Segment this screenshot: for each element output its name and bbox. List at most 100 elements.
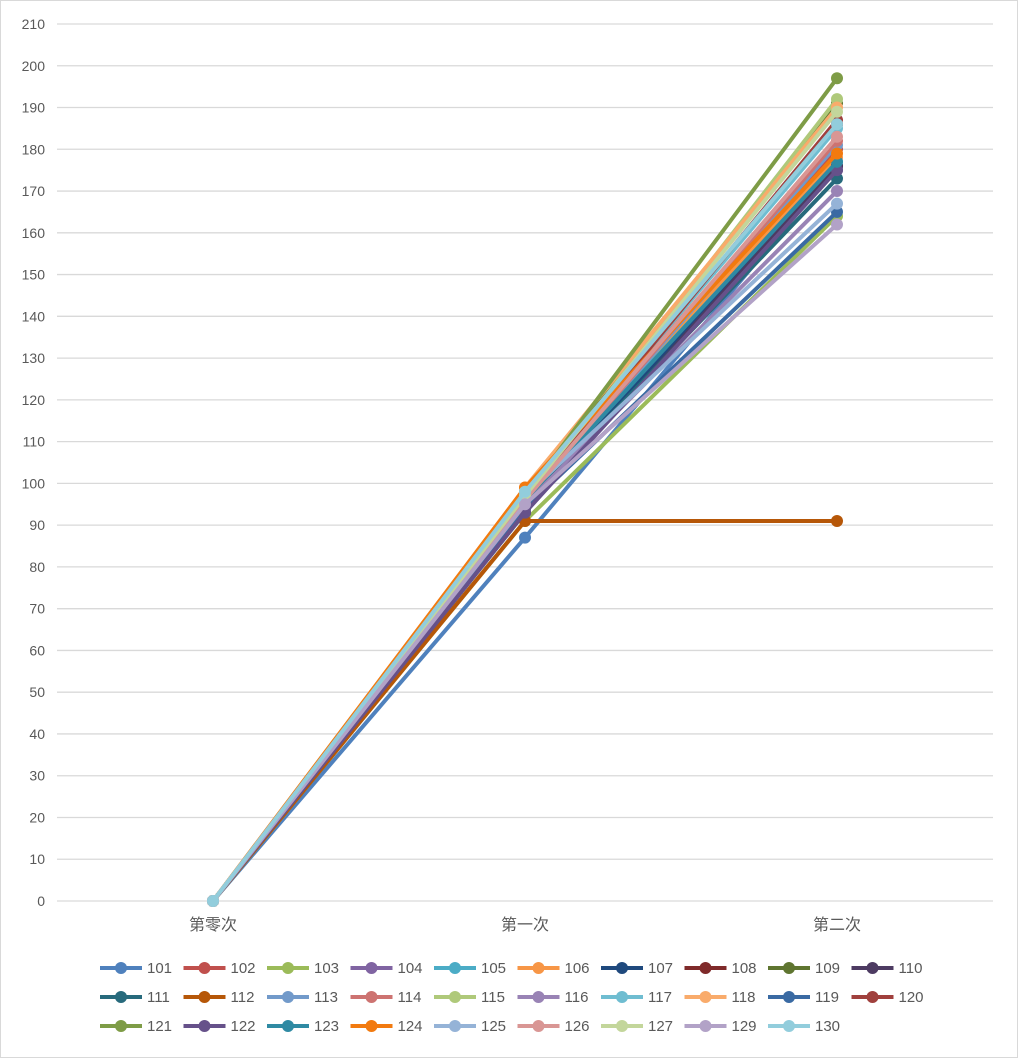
data-point [831, 197, 843, 210]
legend-marker [198, 962, 211, 974]
legend-marker [616, 991, 628, 1003]
legend-label: 126 [565, 1018, 590, 1035]
legend-item: 117 [601, 989, 672, 1006]
y-tick-label: 70 [29, 601, 45, 617]
legend-item: 101 [100, 960, 172, 977]
legend-label: 121 [147, 1018, 172, 1035]
legend-label: 110 [899, 960, 923, 977]
legend-label: 115 [481, 989, 505, 1006]
legend-label: 106 [565, 960, 590, 977]
legend-label: 111 [147, 989, 170, 1006]
y-tick-label: 0 [37, 893, 45, 909]
data-point [519, 498, 531, 511]
legend-item: 129 [684, 1018, 757, 1035]
series-119 [207, 205, 843, 907]
legend-label: 123 [314, 1018, 339, 1035]
data-point [831, 72, 843, 85]
y-tick-label: 190 [22, 100, 46, 116]
y-tick-label: 210 [22, 16, 46, 32]
legend-marker [115, 962, 127, 974]
legend-item: 130 [768, 1018, 840, 1035]
legend-item: 127 [601, 1018, 673, 1035]
legend-label: 118 [732, 989, 756, 1006]
data-point [831, 147, 843, 160]
legend-marker [449, 991, 461, 1003]
legend-label: 129 [732, 1018, 757, 1035]
data-point [831, 218, 843, 231]
series-103 [207, 210, 843, 907]
y-tick-label: 130 [22, 350, 46, 366]
data-point [831, 185, 843, 198]
legend-item: 107 [601, 960, 673, 977]
legend-label: 112 [231, 989, 255, 1006]
x-axis-ticks: 第零次 第一次 第二次 [189, 915, 861, 934]
legend-marker [198, 1020, 211, 1032]
series-129 [207, 218, 843, 907]
legend-item: 123 [267, 1018, 339, 1035]
legend-item: 124 [350, 1018, 423, 1035]
legend-item: 106 [517, 960, 590, 977]
legend: 101 102 103 104 105 106 107 108 109 110 111 112 113 1… [100, 960, 924, 1035]
data-point [207, 895, 219, 907]
legend-item: 119 [768, 989, 839, 1006]
legend-label: 117 [648, 989, 672, 1006]
legend-marker [616, 1020, 628, 1032]
legend-marker [115, 991, 127, 1003]
y-tick-label: 160 [22, 225, 46, 241]
legend-label: 103 [314, 960, 339, 977]
legend-label: 101 [147, 960, 172, 977]
y-tick-label: 10 [29, 851, 45, 867]
legend-label: 122 [231, 1018, 256, 1035]
legend-marker [699, 962, 712, 974]
legend-marker [365, 962, 378, 974]
y-tick-label: 180 [22, 141, 46, 157]
legend-marker [866, 962, 879, 974]
series-112 [207, 514, 843, 907]
legend-marker [532, 991, 545, 1003]
legend-item: 125 [434, 1018, 506, 1035]
legend-label: 114 [398, 989, 422, 1006]
y-tick-label: 50 [29, 684, 45, 700]
y-tick-label: 40 [29, 726, 45, 742]
legend-label: 102 [231, 960, 256, 977]
y-tick-label: 30 [29, 768, 45, 784]
x-tick-label: 第二次 [813, 915, 861, 934]
data-point [831, 93, 843, 106]
data-point [831, 514, 843, 527]
legend-label: 119 [815, 989, 839, 1006]
legend-item: 110 [851, 960, 923, 977]
legend-item: 108 [684, 960, 757, 977]
gridlines [57, 23, 993, 902]
legend-item: 112 [183, 989, 255, 1006]
legend-label: 107 [648, 960, 673, 977]
series-line [211, 210, 839, 903]
legend-label: 108 [732, 960, 757, 977]
x-tick-label: 第一次 [501, 915, 549, 934]
y-axis-ticks: 0 10 20 30 40 50 60 70 80 90 100 110 120 130 140 150 160… [22, 16, 46, 909]
legend-item: 122 [183, 1018, 256, 1035]
legend-item: 103 [267, 960, 339, 977]
series-130 [207, 118, 843, 907]
legend-marker [198, 991, 211, 1003]
legend-marker [532, 1020, 545, 1032]
series-lines [207, 72, 843, 907]
legend-marker [866, 991, 879, 1003]
legend-marker [783, 991, 795, 1003]
series-line [211, 222, 839, 903]
x-tick-label: 第零次 [189, 915, 237, 934]
legend-item: 114 [350, 989, 422, 1006]
legend-item: 105 [434, 960, 506, 977]
legend-label: 113 [314, 989, 338, 1006]
y-tick-label: 60 [29, 642, 45, 658]
y-tick-label: 170 [22, 183, 46, 199]
legend-marker [699, 991, 712, 1003]
legend-marker [699, 1020, 712, 1032]
legend-marker [449, 962, 461, 974]
legend-label: 127 [648, 1018, 673, 1035]
y-tick-label: 20 [29, 809, 45, 825]
y-tick-label: 90 [29, 517, 45, 533]
legend-label: 120 [899, 989, 924, 1006]
legend-item: 109 [768, 960, 840, 977]
data-point [831, 105, 843, 118]
